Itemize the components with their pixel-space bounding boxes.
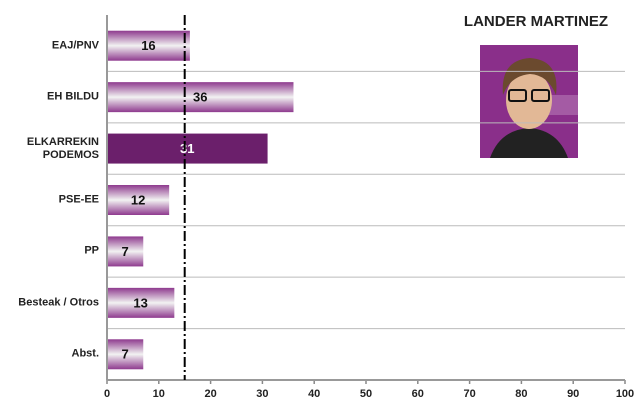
- value-label: 16: [141, 38, 155, 53]
- photo: [480, 45, 578, 158]
- x-tick-label: 80: [515, 388, 527, 400]
- x-tick-label: 40: [308, 388, 320, 400]
- value-label: 13: [133, 295, 147, 310]
- x-tick-label: 100: [616, 388, 634, 400]
- x-tick-label: 0: [104, 388, 110, 400]
- bar: [107, 339, 144, 370]
- bar: [107, 236, 144, 267]
- x-tick-label: 10: [153, 388, 165, 400]
- value-label: 12: [131, 192, 145, 207]
- x-tick-label: 30: [256, 388, 268, 400]
- value-label: 7: [122, 244, 129, 259]
- x-tick-label: 90: [567, 388, 579, 400]
- photo-face: [506, 71, 552, 129]
- x-tick-label: 50: [360, 388, 372, 400]
- bar: [107, 185, 170, 215]
- value-label: 7: [122, 347, 129, 362]
- photo-glasses: [531, 89, 550, 102]
- bar: [107, 30, 190, 61]
- category-label: PP: [84, 244, 99, 257]
- bar: [107, 287, 175, 318]
- value-label: 36: [193, 90, 207, 105]
- x-tick-label: 70: [463, 388, 475, 400]
- photo-hair: [502, 58, 557, 95]
- photo-shirt: [490, 128, 568, 158]
- category-label: Besteak / Otros: [18, 296, 99, 309]
- photo-glasses: [508, 89, 527, 102]
- x-tick-label: 60: [412, 388, 424, 400]
- category-label: ELKARREKIN PODEMOS: [26, 135, 99, 161]
- bar: [107, 133, 268, 164]
- chart-title: LANDER MARTINEZ: [464, 13, 608, 30]
- category-label: EH BILDU: [47, 90, 99, 103]
- category-label: EAJ/PNV: [51, 39, 99, 52]
- value-label: 31: [180, 141, 194, 156]
- category-label: Abst.: [71, 347, 100, 360]
- x-tick-label: 20: [204, 388, 216, 400]
- category-label: PSE-EE: [58, 193, 99, 206]
- bar: [107, 82, 294, 113]
